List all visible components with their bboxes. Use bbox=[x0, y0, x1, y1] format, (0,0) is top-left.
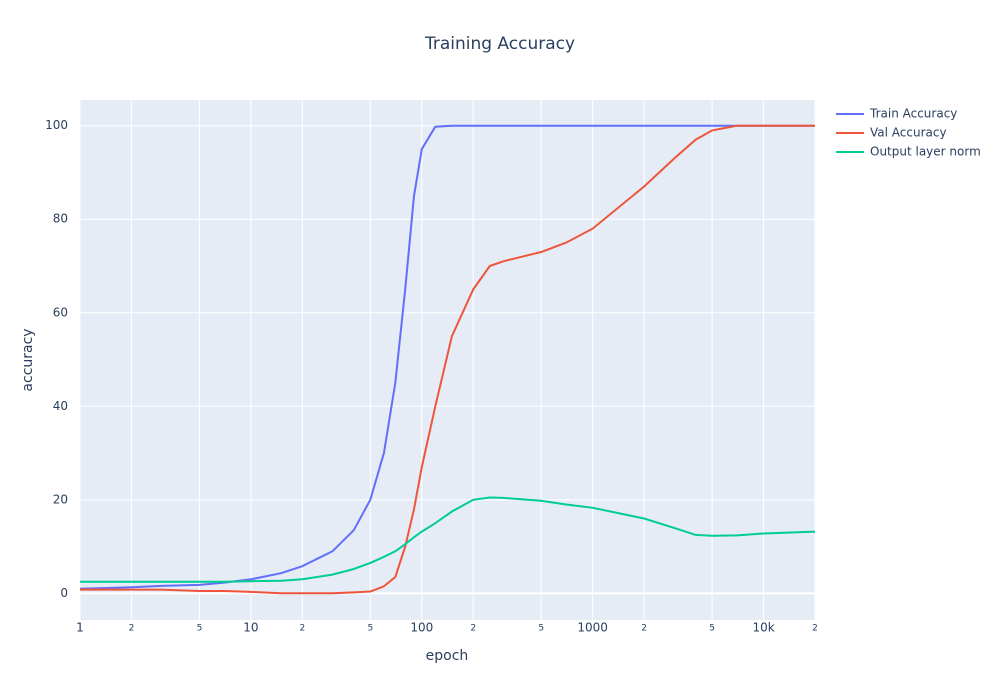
x-tick-label: 10k bbox=[752, 621, 774, 635]
plot-area bbox=[80, 100, 815, 620]
y-tick-label: 20 bbox=[53, 492, 68, 506]
y-tick-label: 40 bbox=[53, 399, 68, 413]
x-tick-label: 5 bbox=[709, 624, 715, 634]
x-tick-label: 1 bbox=[76, 621, 84, 635]
x-tick-label: 10 bbox=[243, 621, 258, 635]
series-line bbox=[80, 496, 816, 583]
chart-title: Training Accuracy bbox=[424, 34, 575, 54]
x-tick-label: 100 bbox=[410, 621, 433, 635]
y-tick-label: 80 bbox=[53, 212, 68, 226]
x-axis-title: epoch bbox=[426, 648, 469, 664]
x-tick-label: 1000 bbox=[577, 621, 608, 635]
y-tick-label: 0 bbox=[60, 586, 68, 600]
x-tick-label: 2 bbox=[299, 624, 305, 634]
legend-label: Train Accuracy bbox=[869, 107, 957, 121]
y-tick-label: 100 bbox=[45, 118, 68, 132]
y-axis-title: accuracy bbox=[20, 328, 36, 391]
x-tick-label: 5 bbox=[197, 624, 203, 634]
x-tick-label: 2 bbox=[470, 624, 476, 634]
y-tick-label: 60 bbox=[53, 305, 68, 319]
legend-label: Output layer norm bbox=[870, 145, 981, 159]
x-tick-label: 2 bbox=[641, 624, 647, 634]
x-tick-label: 2 bbox=[812, 624, 818, 634]
x-tick-label: 5 bbox=[538, 624, 544, 634]
x-tick-label: 2 bbox=[129, 624, 135, 634]
series-line bbox=[79, 124, 815, 590]
series-line bbox=[80, 124, 815, 595]
x-tick-label: 5 bbox=[367, 624, 373, 634]
legend-label: Val Accuracy bbox=[870, 126, 947, 140]
